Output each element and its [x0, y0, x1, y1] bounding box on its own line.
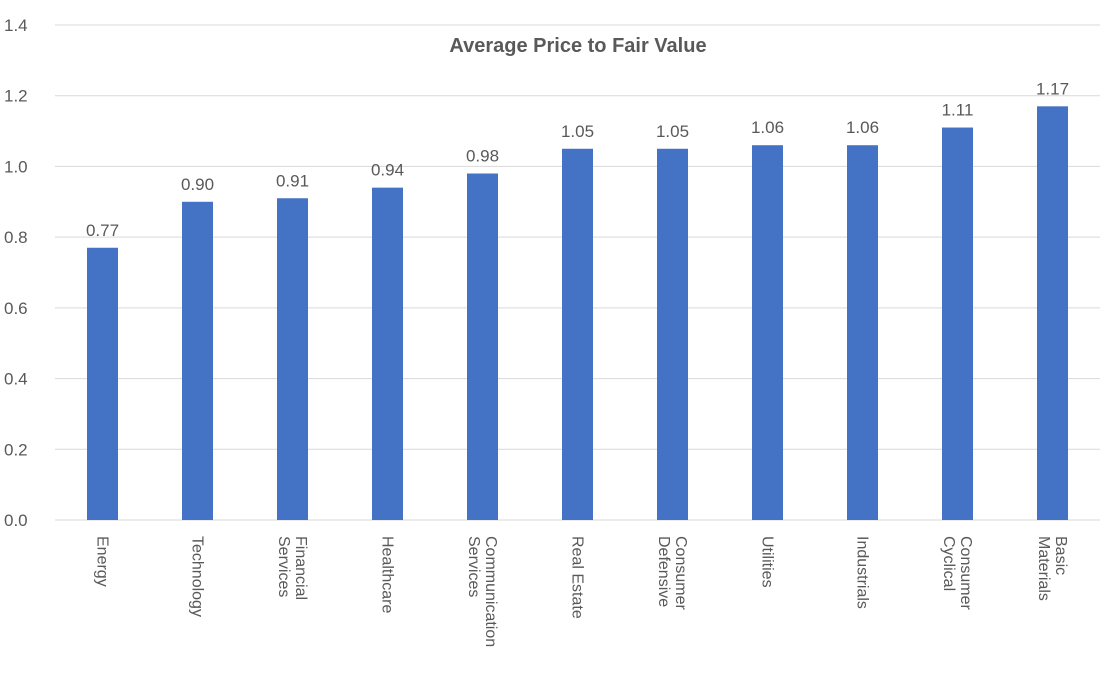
category-label: Energy: [94, 536, 111, 587]
category-label-line: Financial: [292, 536, 309, 600]
y-tick-label: 1.0: [4, 157, 28, 176]
category-label: Industrials: [854, 536, 871, 609]
data-label: 0.77: [86, 221, 119, 240]
category-label-line: Consumer: [672, 536, 689, 610]
chart-title: Average Price to Fair Value: [449, 35, 706, 57]
bar: [182, 201, 213, 521]
bar: [467, 173, 498, 520]
category-label: Healthcare: [379, 536, 396, 613]
bar: [277, 198, 308, 520]
bar: [372, 187, 403, 520]
bars: [87, 106, 1068, 521]
bar: [752, 145, 783, 520]
category-label-line: Defensive: [655, 536, 672, 607]
category-label-line: Basic: [1052, 536, 1069, 575]
y-tick-label: 0.6: [4, 299, 28, 318]
category-label-line: Communication: [482, 536, 499, 647]
category-label: Real Estate: [569, 536, 586, 619]
y-tick-label: 1.2: [4, 87, 28, 106]
bar: [1037, 106, 1068, 521]
data-label: 1.06: [751, 118, 784, 137]
y-tick-label: 0.2: [4, 440, 28, 459]
data-label: 0.98: [466, 147, 499, 166]
data-label: 1.05: [561, 122, 594, 141]
y-tick-label: 1.4: [4, 16, 28, 35]
bar: [562, 148, 593, 520]
category-label-line: Utilities: [759, 536, 776, 588]
data-label: 1.05: [656, 122, 689, 141]
category-label: Utilities: [759, 536, 776, 588]
category-label-line: Cyclical: [940, 536, 957, 591]
category-label-line: Real Estate: [569, 536, 586, 619]
bar: [847, 145, 878, 520]
category-label-line: Industrials: [854, 536, 871, 609]
category-label-line: Healthcare: [379, 536, 396, 613]
data-label: 0.94: [371, 161, 404, 180]
category-label-line: Services: [465, 536, 482, 597]
bar: [942, 127, 973, 521]
category-label-line: Services: [275, 536, 292, 597]
y-tick-label: 0.0: [4, 511, 28, 530]
bar: [87, 247, 118, 520]
y-tick-label: 0.4: [4, 370, 28, 389]
data-label: 1.11: [942, 101, 974, 120]
category-label: Technology: [189, 536, 206, 617]
category-label-line: Energy: [94, 536, 111, 587]
category-label-line: Materials: [1035, 536, 1052, 601]
y-axis-ticks: 0.0 0.2 0.4 0.6 0.8 1.0 1.2 1.4: [4, 16, 28, 530]
category-label-line: Consumer: [957, 536, 974, 610]
data-labels: 0.77 0.90 0.91 0.94 0.98 1.05 1.05 1.06 1.06 1.11…: [86, 79, 1069, 239]
y-tick-label: 0.8: [4, 228, 28, 247]
bar: [657, 148, 688, 520]
data-label: 0.90: [181, 175, 214, 194]
category-label-line: Technology: [189, 536, 206, 617]
data-label: 0.91: [276, 171, 309, 190]
data-label: 1.17: [1036, 79, 1069, 98]
data-label: 1.06: [846, 118, 879, 137]
